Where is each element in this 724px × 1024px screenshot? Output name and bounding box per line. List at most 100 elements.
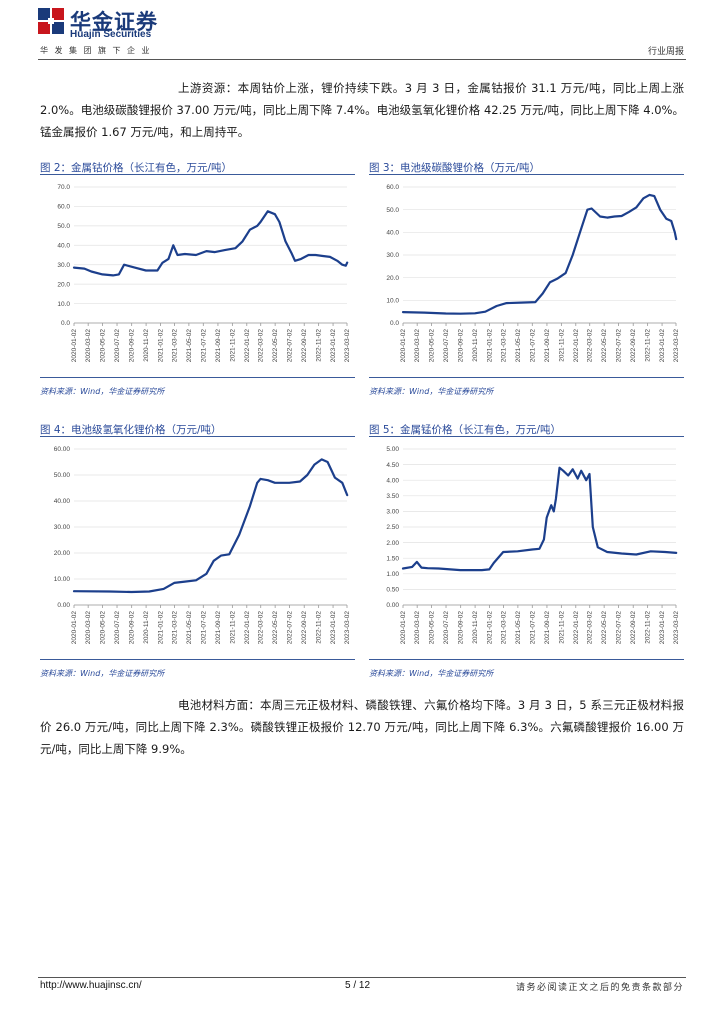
x-tick-label: 2022-11-02 [645,611,652,644]
x-tick-label: 2021-01-02 [487,611,494,645]
x-tick-label: 2023-03-02 [673,329,680,363]
x-tick-label: 2021-05-02 [186,329,193,363]
x-tick-label: 2022-09-02 [630,329,637,363]
x-tick-label: 2021-05-02 [186,611,193,645]
materials-paragraph: 电池材料方面：本周三元正极材料、磷酸铁锂、六氟价格均下降。3 月 3 日，5 系… [40,698,684,756]
x-tick-label: 2021-07-02 [529,611,536,645]
x-tick-label: 2021-07-02 [200,611,207,645]
figure-lithium-carbonate: 图 3：电池级碳酸锂价格（万元/吨） 0.0 10.0 20.0 30.0 40.0 50… [369,156,684,397]
x-tick-label: 2021-03-02 [500,329,507,363]
x-tick-label: 2022-11-02 [316,611,323,644]
y-tick-label: 30.0 [386,252,399,259]
figure-source: 资料来源：Wind，华金证券研究所 [369,387,494,396]
figure-lithium-hydroxide: 图 4：电池级氢氧化锂价格（万元/吨） 0.00 10.00 20.00 30.00 4… [40,418,355,679]
x-tick-label: 2022-05-02 [272,329,279,363]
x-tick-label: 2022-05-02 [601,611,608,645]
figure-title: 图 5：金属锰价格（长江有色，万元/吨） [369,424,562,436]
figure-title: 图 4：电池级氢氧化锂价格（万元/吨） [40,424,222,436]
upstream-paragraph: 上游资源：本周钴价上涨，锂价持续下跌。3 月 3 日，金属钴报价 31.1 万元… [40,81,684,139]
y-tick-label: 0.0 [390,320,399,327]
page-number: 5 / 12 [345,980,371,991]
y-tick-label: 40.00 [54,498,71,505]
y-tick-label: 40.0 [386,230,399,237]
y-tick-label: 10.0 [386,298,399,305]
disclaimer-note: 请务必阅读正文之后的免责条款部分 [515,983,684,993]
y-tick-label: 5.00 [386,446,399,453]
y-tick-label: 0.50 [386,587,399,594]
x-tick-label: 2021-09-02 [544,329,551,363]
y-tick-label: 4.50 [386,462,399,469]
x-tick-label: 2021-07-02 [200,329,207,363]
y-tick-label: 2.50 [386,524,399,531]
x-tick-label: 2021-05-02 [515,329,522,363]
x-tick-label: 2020-05-02 [429,611,436,645]
x-tick-label: 2020-05-02 [429,329,436,363]
x-tick-label: 2020-09-02 [458,611,465,645]
x-tick-label: 2022-11-02 [645,329,652,362]
y-tick-label: 2.00 [386,540,399,547]
lithium-hydroxide-price-chart: 0.00 10.00 20.00 30.00 40.00 50.00 60.00 2020-0… [54,446,351,645]
x-tick-label: 2022-03-02 [258,611,265,645]
y-tick-label: 20.00 [54,550,71,557]
x-tick-label: 2020-07-02 [114,329,121,363]
y-tick-label: 60.0 [386,184,399,191]
y-tick-label: 3.50 [386,493,399,500]
figure-cobalt: 图 2：金属钴价格（长江有色，万元/吨） 0.0 10.0 20.0 30.0 40.0… [40,156,355,397]
figure-source: 资料来源：Wind，华金证券研究所 [369,669,494,678]
x-tick-label: 2021-03-02 [171,329,178,363]
x-tick-label: 2022-01-02 [244,329,251,363]
header-slogan: 华发集团旗下企业 [40,46,156,55]
y-tick-label: 20.0 [386,275,399,282]
figure-manganese: 图 5：金属锰价格（长江有色，万元/吨） 0.00 0.50 1.00 1.50 2.0… [369,418,684,679]
y-tick-label: 60.0 [57,204,70,211]
x-tick-label: 2022-07-02 [287,611,294,645]
x-tick-label: 2022-01-02 [244,611,251,645]
y-tick-label: 60.00 [54,446,71,453]
x-tick-label: 2020-09-02 [129,329,136,363]
x-tick-label: 2020-03-02 [85,329,92,363]
x-tick-label: 2021-05-02 [515,611,522,645]
footer-divider [38,977,686,978]
x-tick-label: 2022-01-02 [573,329,580,363]
y-tick-label: 1.50 [386,555,399,562]
x-tick-label: 2022-03-02 [587,611,594,645]
x-tick-label: 2022-11-02 [316,329,323,362]
x-tick-label: 2021-11-02 [558,329,565,362]
figure-source: 资料来源：Wind，华金证券研究所 [40,669,165,678]
x-tick-label: 2021-11-02 [229,611,236,644]
x-tick-label: 2022-07-02 [616,611,623,645]
x-tick-label: 2020-01-02 [400,329,407,363]
x-tick-label: 2022-05-02 [272,611,279,645]
x-tick-label: 2021-09-02 [544,611,551,645]
header-divider [38,59,686,60]
x-tick-label: 2021-01-02 [158,611,165,645]
company-name-cn: 华金证券 [70,10,158,34]
y-tick-label: 20.0 [57,281,70,288]
x-tick-label: 2022-09-02 [630,611,637,645]
x-tick-label: 2021-09-02 [215,329,222,363]
x-tick-label: 2021-03-02 [171,611,178,645]
x-tick-label: 2023-01-02 [330,611,337,645]
x-tick-label: 2022-09-02 [301,329,308,363]
price-series-line [401,466,678,572]
company-name-en: Huajin Securities [70,29,152,40]
lithium-carbonate-price-chart: 0.0 10.0 20.0 30.0 40.0 50.0 60.0 2020-01-02 202… [386,184,680,363]
x-tick-label: 2020-09-02 [129,611,136,645]
x-tick-label: 2021-01-02 [487,329,494,363]
x-tick-label: 2020-09-02 [458,329,465,363]
y-tick-label: 0.0 [61,320,70,327]
x-tick-label: 2023-03-02 [344,329,351,363]
footer-website-link[interactable]: http://www.huajinsc.cn/ [40,980,142,991]
y-tick-label: 30.00 [54,524,71,531]
x-tick-label: 2023-03-02 [673,611,680,645]
y-tick-label: 50.0 [386,207,399,214]
x-tick-label: 2020-01-02 [400,611,407,645]
x-tick-label: 2022-05-02 [601,329,608,363]
y-tick-label: 30.0 [57,262,70,269]
y-tick-label: 1.00 [386,571,399,578]
x-tick-label: 2021-03-02 [500,611,507,645]
report-type: 行业周报 [647,47,684,57]
x-tick-label: 2020-11-02 [143,611,150,644]
x-tick-label: 2020-03-02 [414,329,421,363]
y-tick-label: 10.0 [57,301,70,308]
